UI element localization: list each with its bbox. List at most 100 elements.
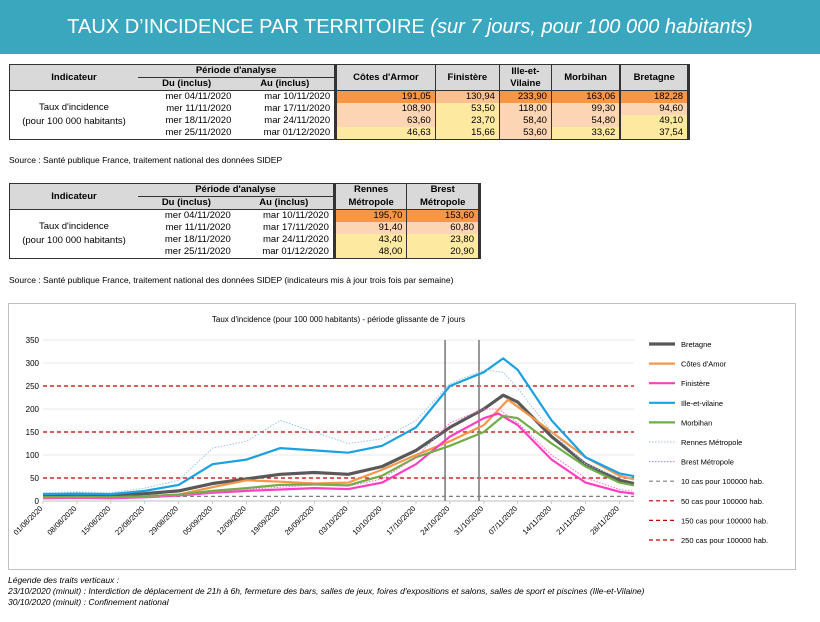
- t1-header-cotes: Côtes d'Armor: [335, 64, 436, 91]
- t1-r1-au: mar 17/11/2020: [235, 103, 338, 115]
- legend-label-ille: Ille-et-vilaine: [681, 399, 723, 408]
- y-tick-label: 200: [26, 405, 40, 414]
- series-line-morbihan: [42, 414, 635, 499]
- t1-r3-du: mer 25/11/2020: [138, 127, 236, 140]
- notes-line1: 23/10/2020 (minuit) : Interdiction de dé…: [8, 586, 645, 596]
- t2-indicator-l2: (pour 100 000 habitants): [22, 235, 126, 246]
- regions-table: Indicateur Période d'analyse Côtes d'Arm…: [9, 64, 691, 140]
- t1-r1-v0: 108,90: [335, 103, 436, 115]
- t1-r3-v2: 53,60: [499, 127, 552, 140]
- x-tick-label: 26/09/2020: [283, 504, 316, 537]
- t1-r0-v3: 163,06: [551, 90, 621, 103]
- legend-label-bretagne: Bretagne: [681, 340, 711, 349]
- t1-r2-v0: 63,60: [335, 115, 436, 127]
- t1-header-ille-l1: Ille-et-: [511, 65, 540, 77]
- legend-label-ref: 150 cas pour 100000 hab.: [681, 516, 768, 525]
- t1-r1-v2: 118,00: [499, 103, 552, 115]
- y-tick-label: 0: [35, 497, 40, 506]
- t1-header-bretagne: Bretagne: [619, 64, 691, 91]
- t2-r2-v0: 43,40: [334, 234, 408, 246]
- x-tick-label: 03/10/2020: [317, 504, 350, 537]
- t2-r0-au: mar 10/11/2020: [234, 209, 336, 222]
- metropoles-table: Indicateur Période d'analyse Rennes Bres…: [9, 183, 481, 259]
- legend-label-cotes: Côtes d'Amor: [681, 360, 727, 369]
- t2-r2-au: mar 24/11/2020: [234, 234, 336, 246]
- notes-title: Légende des traits verticaux :: [8, 575, 120, 585]
- x-tick-label: 10/10/2020: [351, 504, 384, 537]
- t1-r1-v4: 94,60: [619, 103, 691, 115]
- x-tick-label: 24/10/2020: [418, 504, 451, 537]
- x-tick-label: 12/09/2020: [215, 504, 248, 537]
- t1-r1-v1: 53,50: [435, 103, 500, 115]
- t1-r2-v1: 23,70: [435, 115, 500, 127]
- t2-source: Source : Santé publique France, traiteme…: [9, 275, 454, 285]
- t2-r1-au: mar 17/11/2020: [234, 222, 336, 234]
- chart-title: Taux d'incidence (pour 100 000 habitants…: [212, 315, 465, 324]
- t1-header-indicateur: Indicateur: [9, 64, 138, 91]
- series-line-cotes: [43, 398, 635, 499]
- legend-label-rennes: Rennes Métropole: [681, 438, 742, 447]
- y-tick-label: 250: [26, 382, 40, 391]
- notes-line2: 30/10/2020 (minuit) : Confinement nation…: [8, 597, 169, 607]
- page-banner: TAUX D’INCIDENCE PAR TERRITOIRE (sur 7 j…: [0, 0, 820, 54]
- t2-r1-du: mer 11/11/2020: [165, 222, 231, 233]
- t2-indicator-label: Taux d'incidence (pour 100 000 habitants…: [9, 209, 138, 259]
- t2-header-au: Au (inclus): [234, 196, 336, 210]
- vertical-lines-legend: Légende des traits verticaux : 23/10/202…: [8, 575, 644, 608]
- t1-r1-v3: 99,30: [551, 103, 621, 115]
- y-tick-label: 100: [26, 451, 40, 460]
- banner-subtitle: (sur 7 jours, pour 100 000 habitants): [430, 16, 753, 38]
- t1-r3-v3: 33,62: [551, 127, 621, 140]
- x-tick-label: 28/11/2020: [588, 504, 621, 537]
- t2-indicator-l1: Taux d'incidence: [39, 221, 109, 232]
- x-tick-label: 21/11/2020: [554, 504, 587, 537]
- t1-header-periode: Période d'analyse: [138, 64, 338, 78]
- legend-label-brest: Brest Métropole: [681, 458, 734, 467]
- t2-r3-au: mar 01/12/2020: [234, 246, 336, 259]
- x-tick-label: 08/08/2020: [45, 504, 78, 537]
- x-tick-label: 05/09/2020: [181, 504, 214, 537]
- t1-r0-v0: 191,05: [335, 90, 436, 103]
- t1-r2-v2: 58,40: [499, 115, 552, 127]
- t1-indicator-l1: Taux d'incidence: [39, 102, 109, 113]
- t2-header-rennes-l1: Rennes: [334, 183, 408, 197]
- x-tick-label: 14/11/2020: [521, 504, 554, 537]
- t2-header-brest-l2: Métropole: [406, 196, 481, 210]
- t1-r3-au: mar 01/12/2020: [235, 127, 338, 140]
- series-line-rennes: [42, 369, 635, 494]
- t2-header-du: Du (inclus): [138, 196, 235, 210]
- t1-r3-v1: 15,66: [435, 127, 500, 140]
- t2-header-indicateur: Indicateur: [9, 183, 138, 210]
- t1-r0-v4: 182,28: [619, 90, 691, 103]
- t1-header-au: Au (inclus): [235, 77, 338, 91]
- x-tick-label: 19/09/2020: [249, 504, 282, 537]
- t1-r0-au: mar 10/11/2020: [235, 90, 338, 103]
- series-line-ille: [42, 357, 635, 496]
- t2-r0-du: mer 04/11/2020: [164, 210, 231, 221]
- x-tick-label: 29/08/2020: [147, 504, 180, 537]
- y-tick-label: 350: [26, 336, 40, 345]
- x-tick-label: 17/10/2020: [385, 504, 418, 537]
- x-tick-label: 22/08/2020: [113, 504, 146, 537]
- t1-r2-v4: 49,10: [619, 115, 691, 127]
- legend-label-finistere: Finistère: [681, 379, 710, 388]
- x-tick-label: 01/08/2020: [12, 504, 45, 537]
- legend-label-ref: 250 cas pour 100000 hab.: [681, 536, 768, 545]
- t1-r1-du: mer 11/11/2020: [166, 103, 232, 114]
- t1-r0-v1: 130,94: [435, 90, 500, 103]
- series-line-bretagne: [42, 393, 635, 498]
- t2-r3-du: mer 25/11/2020: [138, 246, 235, 259]
- legend-label-ref: 10 cas pour 100000 hab.: [681, 477, 764, 486]
- t2-header-rennes-l2: Métropole: [334, 196, 408, 210]
- t1-header-du: Du (inclus): [138, 77, 236, 91]
- t1-r0-v2: 233,90: [499, 90, 552, 103]
- t1-indicator-l2: (pour 100 000 habitants): [22, 116, 126, 127]
- t2-r2-du: mer 18/11/2020: [164, 234, 231, 245]
- t2-r3-v0: 48,00: [334, 246, 408, 259]
- t2-r0-v0: 195,70: [334, 209, 408, 222]
- t2-r1-v1: 60,80: [406, 222, 481, 234]
- t1-r3-v0: 46,63: [335, 127, 436, 140]
- t1-header-morbihan: Morbihan: [551, 64, 621, 91]
- x-tick-label: 31/10/2020: [452, 504, 485, 537]
- t1-indicator-label: Taux d'incidence (pour 100 000 habitants…: [9, 90, 138, 140]
